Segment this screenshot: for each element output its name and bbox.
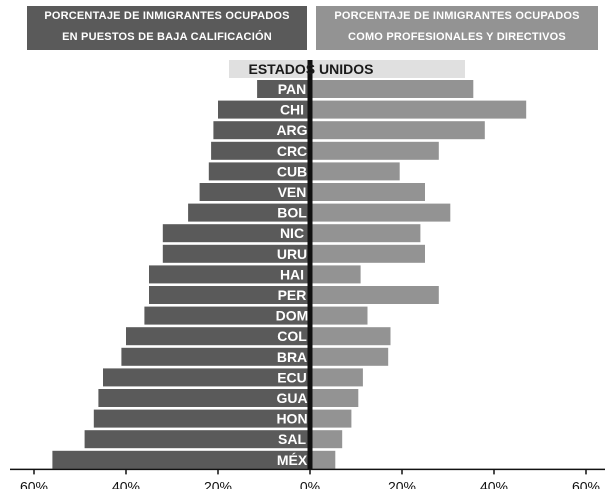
category-label: CHI [280,102,304,118]
bar-low-skill [218,100,310,119]
x-tick-label: 60% [572,478,600,489]
bar-professional [310,265,361,284]
category-label: NIC [280,225,304,241]
bar-professional [310,183,425,201]
category-label: URU [277,246,307,262]
chart-subtitle: ESTADOS UNIDOS [248,61,374,77]
bar-professional [310,327,391,346]
legend-low-skill: PORCENTAJE DE INMIGRANTES OCUPADOS EN PU… [27,6,307,50]
bar-low-skill [103,368,310,387]
legend-professional-line1: PORCENTAJE DE INMIGRANTES OCUPADOS [334,10,580,22]
bar-professional [310,368,363,387]
x-tick-label: 40% [480,478,508,489]
bar-professional [310,409,352,428]
category-label: ECU [277,369,307,385]
bar-low-skill [84,430,310,449]
bar-low-skill [213,121,310,140]
category-label: BRA [277,349,307,365]
bar-professional [310,286,439,304]
x-tick-label: 60% [20,478,48,489]
x-tick-label: 20% [388,478,416,489]
bar-low-skill [149,286,310,304]
bar-professional [310,162,400,181]
bar-professional [310,100,527,119]
subtitle-band [229,60,465,78]
bar-professional [310,141,439,160]
category-label: GUA [276,390,307,406]
bar-low-skill [126,327,310,346]
bar-professional [310,203,451,222]
bar-low-skill [162,244,310,263]
x-tick-label: 40% [112,478,140,489]
legend-professional: PORCENTAJE DE INMIGRANTES OCUPADOS COMO … [316,6,598,50]
category-label: PER [278,287,307,303]
category-label: PAN [278,81,307,97]
category-label: VEN [278,184,307,200]
bar-professional [310,389,359,407]
bar-professional [310,121,485,140]
bar-low-skill [208,162,310,181]
category-label: CRC [277,143,307,159]
bar-professional [310,224,421,243]
category-label: MÉX [277,452,308,468]
bar-low-skill [188,203,310,222]
bar-low-skill [144,306,310,325]
bar-professional [310,430,343,449]
category-label: ARG [276,122,307,138]
category-label: BOL [277,205,307,221]
bar-low-skill [211,141,310,160]
legend-professional-line2: COMO PROFESIONALES Y DIRECTIVOS [348,31,566,43]
center-axis-line [307,60,313,470]
bar-low-skill [162,224,310,243]
legend-low-skill-line1: PORCENTAJE DE INMIGRANTES OCUPADOS [44,10,290,22]
bar-professional [310,306,368,325]
bar-low-skill [52,450,311,469]
bar-low-skill [93,409,310,428]
bar-professional [310,80,474,98]
bar-low-skill [199,183,310,201]
x-tick-label: 0% [300,478,320,489]
bar-low-skill [98,389,311,407]
bar-low-skill [149,265,310,284]
category-label: HAI [280,266,304,282]
bar-professional [310,244,425,263]
bar-low-skill [257,80,310,98]
category-label: CUB [277,163,307,179]
bar-professional [310,347,389,366]
category-label: COL [277,328,307,344]
category-label: DOM [276,308,309,324]
bar-professional [310,450,336,469]
bar-low-skill [121,347,311,366]
x-tick-label: 20% [204,478,232,489]
legend-low-skill-line2: EN PUESTOS DE BAJA CALIFICACIÓN [62,31,272,43]
category-label: SAL [278,431,306,447]
category-label: HON [276,411,307,427]
